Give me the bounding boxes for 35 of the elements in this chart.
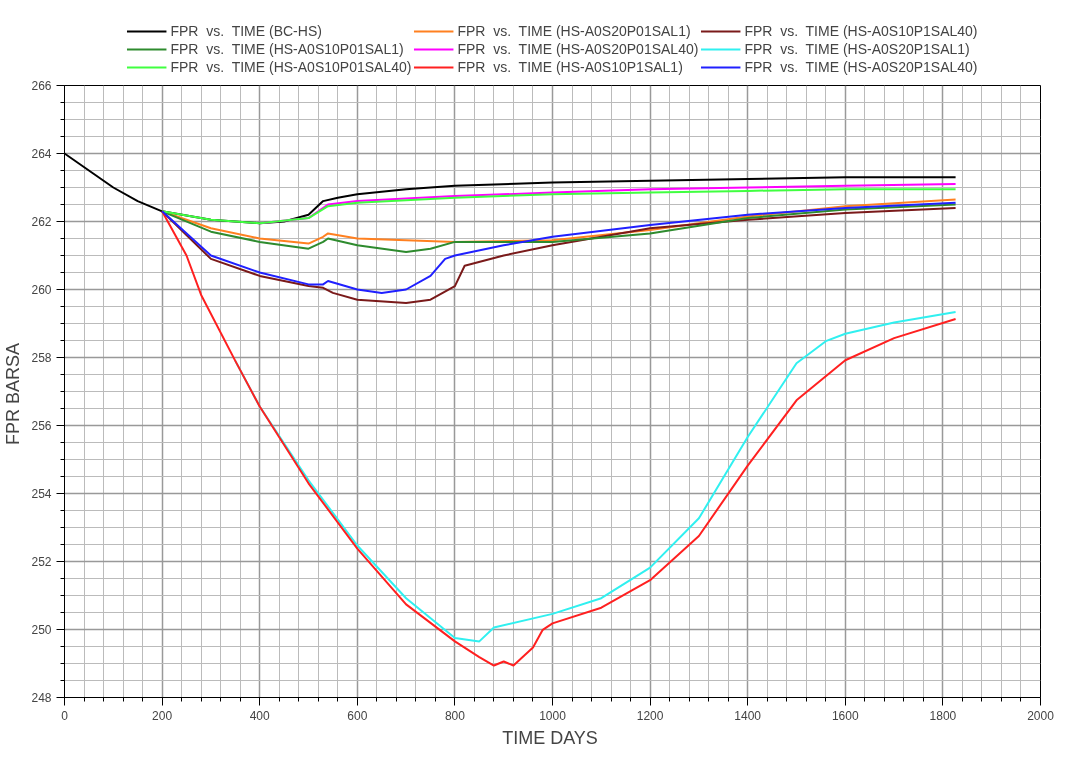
x-tick-label: 1400 [734,708,762,723]
y-tick-label: 266 [31,79,52,93]
legend-label: FPR vs. TIME (HS-A0S20P1SAL40) [744,59,978,75]
x-tick-label: 400 [249,708,271,723]
x-tick-label: 1600 [831,708,859,723]
x-tick-label: 1200 [636,708,664,723]
legend-label: FPR vs. TIME (HS-A0S20P01SAL40) [457,41,699,57]
line-series [161,210,957,667]
y-tick-label: 252 [31,555,52,569]
x-tick-label: 1800 [929,708,957,723]
x-axis-title: TIME DAYS [502,727,598,748]
legend-label: FPR vs. TIME (HS-A0S10P1SAL1) [457,59,683,75]
x-tick-label: 200 [152,708,173,723]
y-tick-label: 248 [31,691,52,705]
x-tick-label: 800 [444,708,466,723]
x-tick-label: 1000 [539,708,567,723]
y-tick-label: 256 [31,419,52,433]
legend-label: FPR vs. TIME (BC-HS) [170,23,322,39]
line-series [161,201,957,294]
y-tick-label: 260 [31,283,52,297]
x-tick-label: 600 [347,708,368,723]
x-tick-label: 0 [61,708,69,723]
legend-label: FPR vs. TIME (HS-A0S20P01SAL1) [457,23,691,39]
legend-label: FPR vs. TIME (HS-A0S10P01SAL1) [170,41,404,57]
legend-label: FPR vs. TIME (HS-A0S20P1SAL1) [744,41,970,57]
y-axis-title: FPR BARSA [3,342,24,446]
x-tick-label: 2000 [1027,708,1055,723]
line-series [161,188,957,225]
y-tick-label: 250 [31,623,52,637]
y-tick-label: 254 [31,487,52,501]
y-tick-label: 262 [31,215,52,229]
legend-label: FPR vs. TIME (HS-A0S10P1SAL40) [744,23,978,39]
legend-label: FPR vs. TIME (HS-A0S10P01SAL40) [170,59,412,75]
y-tick-label: 264 [31,147,52,161]
y-tick-label: 258 [31,351,52,365]
